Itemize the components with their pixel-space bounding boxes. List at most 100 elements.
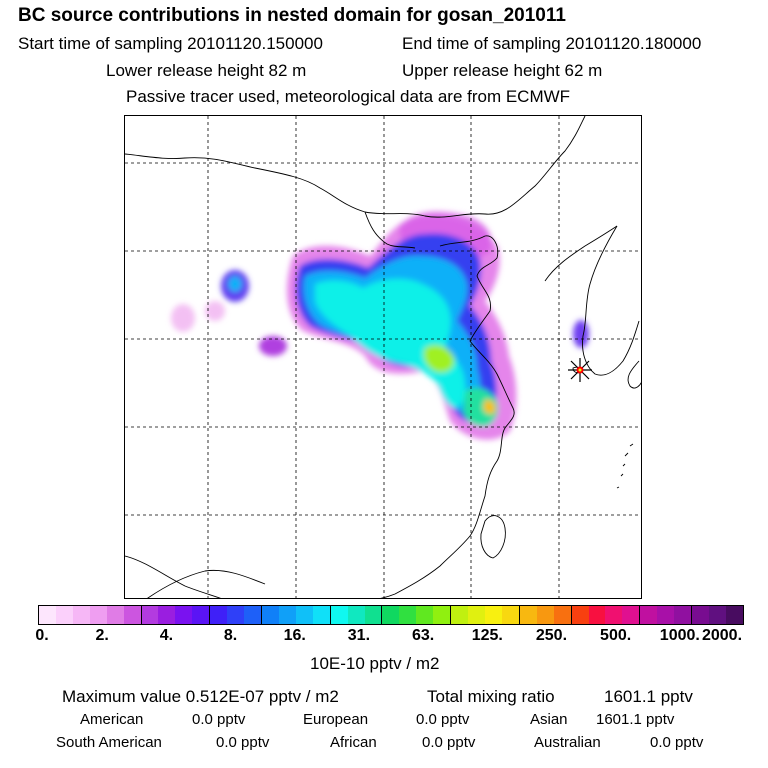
- plume-faint-1: [171, 304, 195, 332]
- colorbar-tick-label: 8.: [223, 627, 238, 644]
- colorbar-tick-label: 4.: [159, 627, 174, 644]
- region-value: 1601.1 pptv: [596, 711, 675, 728]
- colorbar-swatch: [158, 606, 176, 624]
- colorbar-tick-label: 125.: [471, 627, 503, 644]
- colorbar-swatch: [725, 606, 743, 624]
- receptor-marker: [568, 358, 592, 382]
- plume-west-blob-inner: [228, 276, 242, 292]
- colorbar-tick-label: 63.: [411, 627, 435, 644]
- colorbar-swatch: [295, 606, 313, 624]
- colorbar-swatch: [227, 606, 245, 624]
- colorbar-swatch: [518, 606, 537, 624]
- colorbar-swatch: [450, 606, 469, 624]
- colorbar-swatch: [399, 606, 417, 624]
- colorbar-swatch: [72, 606, 90, 624]
- inland-border-3: [147, 569, 266, 598]
- colorbar-tick-label: 16.: [283, 627, 306, 644]
- total-mixing-label: Total mixing ratio: [427, 687, 555, 706]
- region-name: Australian: [534, 734, 601, 751]
- colorbar-tick-label: 250.: [535, 627, 568, 644]
- colorbar-swatch: [244, 606, 261, 624]
- inland-border-2: [125, 555, 221, 598]
- colorbar-swatch: [416, 606, 434, 624]
- colorbar-swatch: [278, 606, 296, 624]
- lower-release-height-label: Lower release height 82 m: [106, 61, 307, 80]
- tracer-info-line: Passive tracer used, meteorological data…: [126, 87, 571, 106]
- colorbar-swatch: [708, 606, 726, 624]
- colorbar-swatch: [55, 606, 73, 624]
- region-value: 0.0 pptv: [650, 734, 704, 751]
- colorbar-swatch: [468, 606, 485, 624]
- colorbar-tick-label: 31.: [347, 627, 371, 644]
- colorbar-swatch: [553, 606, 571, 624]
- japan-coast: [627, 360, 641, 389]
- colorbar: [38, 605, 744, 625]
- colorbar-swatch: [605, 606, 623, 624]
- region-name: American: [80, 711, 144, 728]
- taiwan-coast: [480, 515, 506, 559]
- colorbar-swatch: [639, 606, 658, 624]
- china-korea-border: [544, 225, 618, 282]
- plume-faint-2: [205, 301, 225, 321]
- plume-hotspot: [483, 399, 496, 415]
- colorbar-swatch: [364, 606, 382, 624]
- coastlines: [125, 116, 641, 598]
- max-value-label: Maximum value 0.512E-07 pptv / m2: [62, 687, 339, 706]
- colorbar-swatch: [347, 606, 365, 624]
- colorbar-swatch: [209, 606, 228, 624]
- colorbar-swatch: [106, 606, 124, 624]
- colorbar-swatch: [484, 606, 502, 624]
- colorbar-swatch: [657, 606, 675, 624]
- colorbar-swatch: [381, 606, 400, 624]
- colorbar-tick-label: 0.: [35, 627, 49, 644]
- plume-korea-blob: [573, 320, 589, 348]
- graticule: [125, 116, 641, 598]
- concentration-field: [171, 211, 589, 440]
- colorbar-swatch: [536, 606, 554, 624]
- colorbar-swatch: [123, 606, 141, 624]
- colorbar-swatch: [691, 606, 709, 624]
- colorbar-swatch: [89, 606, 107, 624]
- region-name: South American: [56, 734, 162, 751]
- colorbar-swatch: [329, 606, 348, 624]
- region-name: African: [330, 734, 377, 751]
- total-mixing-value: 1601.1 pptv: [604, 687, 693, 706]
- region-name: European: [303, 711, 369, 728]
- region-value: 0.0 pptv: [192, 711, 246, 728]
- colorbar-swatch: [501, 606, 519, 624]
- map-panel: [124, 115, 642, 599]
- colorbar-swatch: [175, 606, 193, 624]
- region-name: Asian: [530, 711, 568, 728]
- start-time-label: Start time of sampling 20101120.150000: [18, 34, 323, 53]
- colorbar-tick-label: 500.: [600, 627, 632, 644]
- colorbar-swatch: [622, 606, 640, 624]
- plume-east-core: [463, 387, 498, 427]
- colorbar-tick-label: 2.: [95, 627, 109, 644]
- plume-central-core: [423, 345, 455, 373]
- colorbar-tick-label: 2000.: [701, 627, 743, 644]
- end-time-label: End time of sampling 20101120.180000: [402, 34, 702, 53]
- page-title: BC source contributions in nested domain…: [18, 5, 566, 26]
- plume-west-blob-2: [259, 336, 287, 356]
- ryukyu-islands: [616, 443, 634, 489]
- map-canvas: [125, 116, 641, 598]
- colorbar-swatch: [39, 606, 56, 624]
- colorbar-tick-label: 1000.: [659, 627, 700, 644]
- colorbar-swatch: [588, 606, 606, 624]
- region-value: 0.0 pptv: [416, 711, 470, 728]
- colorbar-swatch: [312, 606, 330, 624]
- region-value: 0.0 pptv: [216, 734, 270, 751]
- korea-coast: [582, 225, 640, 376]
- inland-border-1: [364, 211, 416, 249]
- plume-cyan: [315, 278, 466, 408]
- colorbar-swatch: [674, 606, 692, 624]
- region-value: 0.0 pptv: [422, 734, 476, 751]
- colorbar-swatch: [433, 606, 451, 624]
- colorbar-swatch: [260, 606, 279, 624]
- northern-border: [125, 116, 586, 218]
- colorbar-swatch: [570, 606, 589, 624]
- colorbar-units: 10E-10 pptv / m2: [310, 654, 440, 673]
- colorbar-swatch: [192, 606, 210, 624]
- colorbar-swatch: [140, 606, 159, 624]
- east-coast-china: [380, 235, 515, 598]
